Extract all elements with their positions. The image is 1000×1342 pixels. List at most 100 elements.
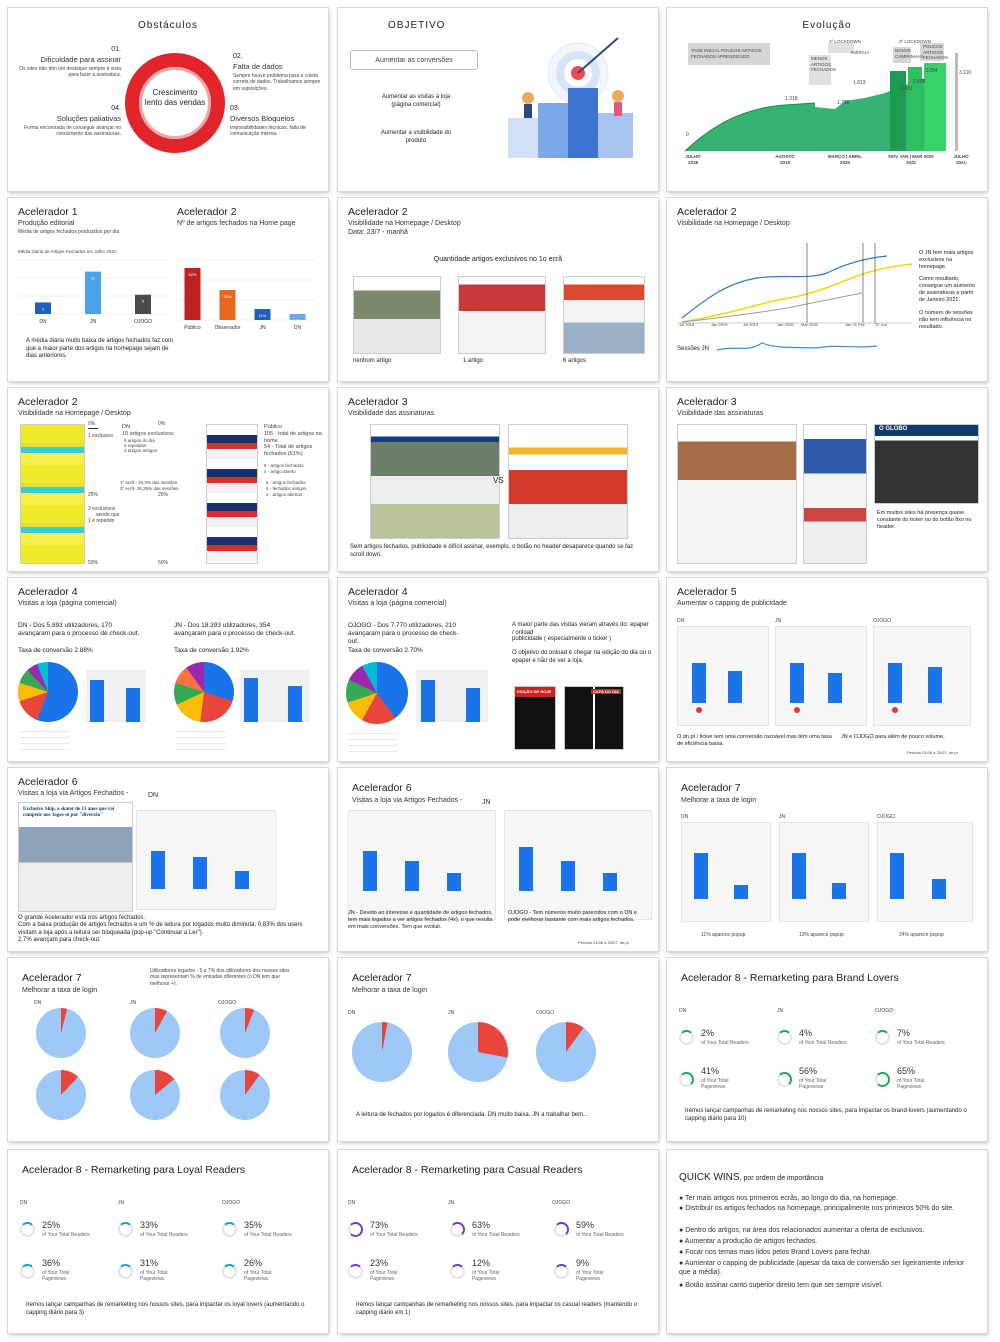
slide-title: Acelerador 7: [681, 782, 741, 794]
slide-acelerador1[interactable]: Acelerador 1 Produção editorial Média de…: [8, 198, 328, 381]
slide-acelerador2-a[interactable]: Acelerador 2 Nº de artigos fechados na H…: [167, 198, 328, 381]
screen-2-sessions: 2º ecrã- 26,25% das sessões: [120, 486, 179, 491]
period: Período 21/06 a 20/07, dn.pt: [578, 940, 629, 945]
evo-value-6: 3.054: [925, 68, 938, 74]
label-dn-top: of Your Total Readers: [42, 1232, 90, 1238]
label-ojogo-bot: of Your Total Pageviews: [244, 1270, 272, 1283]
slide-quick-wins[interactable]: QUICK WINS, por ordem de importância ● T…: [667, 1150, 987, 1333]
quick-win-1: ● Ter mais artigos nos primeiros ecrãs, …: [679, 1195, 898, 1202]
oglobo-logo: O GLOBO: [879, 426, 908, 432]
slide-acelerador4-b[interactable]: Acelerador 4 Visitas a loja (página come…: [338, 578, 658, 761]
slide-acelerador5[interactable]: Acelerador 5 Aumentar o capping de publi…: [667, 578, 987, 761]
evo-x-3: MARÇO | ABRIL 2020: [827, 154, 863, 165]
slide-title: Evolução: [802, 20, 852, 31]
col-dn: DN: [20, 1200, 28, 1206]
ojogo-pie: [346, 662, 408, 724]
bar-jn: [254, 309, 271, 320]
label-sendo-que: sendo que: [96, 512, 120, 518]
bar-value-label: 3: [42, 306, 45, 311]
bar-value-label: 5: [142, 299, 145, 304]
funnel-ojogo: [504, 810, 652, 920]
label-ojogo-bot: of Your Total Pageviews: [897, 1078, 925, 1091]
period: Período 21/06 a 20/07, dn.pt: [907, 750, 958, 755]
slide-obstaculos[interactable]: Obstáculos Crescimento lento das vendas …: [8, 8, 328, 191]
pct-dn-top: 2%: [701, 1028, 715, 1038]
dn-label: DN: [122, 424, 130, 430]
pub-label-4: 8 - artigos fechados: [264, 463, 304, 468]
magazine-2: CAPA DO DIA: [564, 686, 624, 750]
evo-value-3: 1.813: [853, 80, 866, 86]
pct-jn-top: 4%: [799, 1028, 813, 1038]
quick-win-7: ● Botão assinar canto superior direito t…: [679, 1282, 883, 1289]
funnel-jn: [348, 810, 496, 920]
chart-title: Média Diária de Artigos Fechados em Julh…: [18, 249, 117, 254]
slide-subtitle: Visitas a loja (página comercial): [348, 600, 447, 607]
slide-note: Sem artigos fechados, publicidade é difí…: [350, 544, 634, 558]
evo-note-1: TAGE INICIAL POUCOS ARTIGOS FECHADOS APR…: [691, 48, 762, 59]
dn-homepage-long: [20, 424, 85, 564]
slide-note: Iremos lançar campanhas de remarketing n…: [356, 1302, 638, 1316]
label-dn-top: of Your Total Readers: [701, 1040, 749, 1046]
slide-title: OBJETIVO: [388, 20, 446, 31]
slide-acelerador3-b[interactable]: Acelerador 3 Visibilidade das assinatura…: [667, 388, 987, 571]
note-3: 2,7% avançam para check-out.: [18, 937, 101, 943]
slide-acelerador3-a[interactable]: Acelerador 3 Visibilidade das assinatura…: [338, 388, 658, 571]
oglobo-screenshot: O GLOBO: [874, 424, 979, 504]
pct-ojogo-top: 35%: [244, 1220, 263, 1230]
slide-subtitle: Visitas a loja (página comercial): [18, 600, 117, 607]
ojogo-login-pie: [536, 1022, 596, 1082]
evo-note-6: NOVAS CAMPANHAS: [895, 48, 924, 59]
slide-objetivo[interactable]: OBJETIVO Aumentar as conversões Aumentar…: [338, 8, 658, 191]
slide-acelerador8-casual[interactable]: Acelerador 8 - Remarketing para Casual R…: [338, 1150, 658, 1333]
evo-x-1: JULHO 2018: [685, 154, 701, 165]
slide-evolucao[interactable]: Evolução TAGE INICIAL POUCOS ARTIGOS FEC…: [667, 8, 987, 191]
evo-x-4: NOV JAN | MAR 2020 2021: [888, 154, 934, 165]
objective-box: Aumentar as conversões: [350, 50, 478, 70]
ring-dn-bot: [348, 1264, 363, 1279]
quick-win-5: ● Focar nos temas mais lidos pelos Brand…: [679, 1249, 872, 1256]
login-funnel-ojogo: [877, 822, 973, 922]
slide-acelerador4-a[interactable]: Acelerador 4 Visitas a loja (página come…: [8, 578, 328, 761]
bar-ojogo: [135, 294, 151, 314]
slide-note: Iremos lançar campanhas de remarketing n…: [26, 1302, 305, 1316]
label-dn-top: of Your Total Readers: [370, 1232, 418, 1238]
evo-x-5: JULHO 2021: [953, 154, 969, 165]
note-1: O JN tem mais artigos exclusivos na home…: [919, 250, 974, 270]
x-label-1: Jul 2018: [679, 322, 695, 327]
slide-acelerador6-b[interactable]: Acelerador 6 Visitas a loja via Artigos …: [338, 768, 658, 951]
slide-acelerador7-b[interactable]: Acelerador 7 Melhorar a taxa de login Ut…: [8, 958, 328, 1141]
slide-subtitle: Aumentar o capping de publicidade: [677, 600, 787, 607]
slide-acelerador2-b[interactable]: Acelerador 2 Visibilidade na Homepage / …: [338, 198, 658, 381]
col-ojogo: OJOGO: [552, 1200, 571, 1206]
dn-funnel: [677, 626, 769, 726]
note-dn: O dn.pt / ticker tem uma conversão razoá…: [677, 734, 832, 747]
evo-note-3: MENOS ARTIGOS FECHADOS: [811, 56, 837, 73]
ojogo-conversion: OJOGO - Dos 7.770 utilizadores, 210 avan…: [348, 622, 459, 646]
site-screenshot-d: [803, 424, 867, 564]
slide-acelerador6-a[interactable]: Acelerador 6 Visitas a loja via Artigos …: [8, 768, 328, 951]
top-note: Utilizadores logados - 5 a 7% dos utiliz…: [150, 968, 290, 987]
obstacle-1: 01. Dificuldade para assinar Os sites não …: [19, 46, 121, 79]
slide-title: Acelerador 6: [18, 776, 78, 788]
objective-b: Aumentar a visibilidade do produto: [380, 130, 452, 144]
slide-acelerador7-c[interactable]: Acelerador 7 Melhorar a taxa de login DN…: [338, 958, 658, 1141]
slide-acelerador2-c[interactable]: Acelerador 2 Visibilidade na Homepage / …: [667, 198, 987, 381]
dn-pie-2: [36, 1070, 86, 1120]
col-dn: DN: [681, 814, 689, 820]
dn-login-pie: [352, 1022, 412, 1082]
bar-value-label: 52%: [188, 272, 196, 277]
evo-value-1: 1.318: [785, 96, 798, 102]
slide-acelerador7-a[interactable]: Acelerador 7 Melhorar a taxa de login DN…: [667, 768, 987, 951]
quantity-heading: Quantidade artigos exclusivos no 1o ecrã: [433, 256, 563, 263]
slide-title: Acelerador 8 - Remarketing para Casual R…: [352, 1164, 583, 1176]
slide-acelerador2-d[interactable]: Acelerador 2 Visibilidade na Homepage / …: [8, 388, 328, 571]
slide-acelerador8-loyal[interactable]: Acelerador 8 - Remarketing para Loyal Re…: [8, 1150, 328, 1333]
login-funnel-jn: [779, 822, 869, 922]
slide-acelerador8-brand[interactable]: Acelerador 8 - Remarketing para Brand Lo…: [667, 958, 987, 1141]
p25-left: 25%: [88, 492, 99, 498]
note-jn: JN - Devido ao interesse e quantidade de…: [348, 910, 493, 930]
quick-win-6: ● Aumentar o capping de publicidade (ape…: [679, 1260, 965, 1277]
x-label-7: 22 Jun: [875, 322, 888, 327]
ojogo-legend: [348, 728, 398, 754]
pct-ojogo-top: 59%: [576, 1220, 595, 1230]
